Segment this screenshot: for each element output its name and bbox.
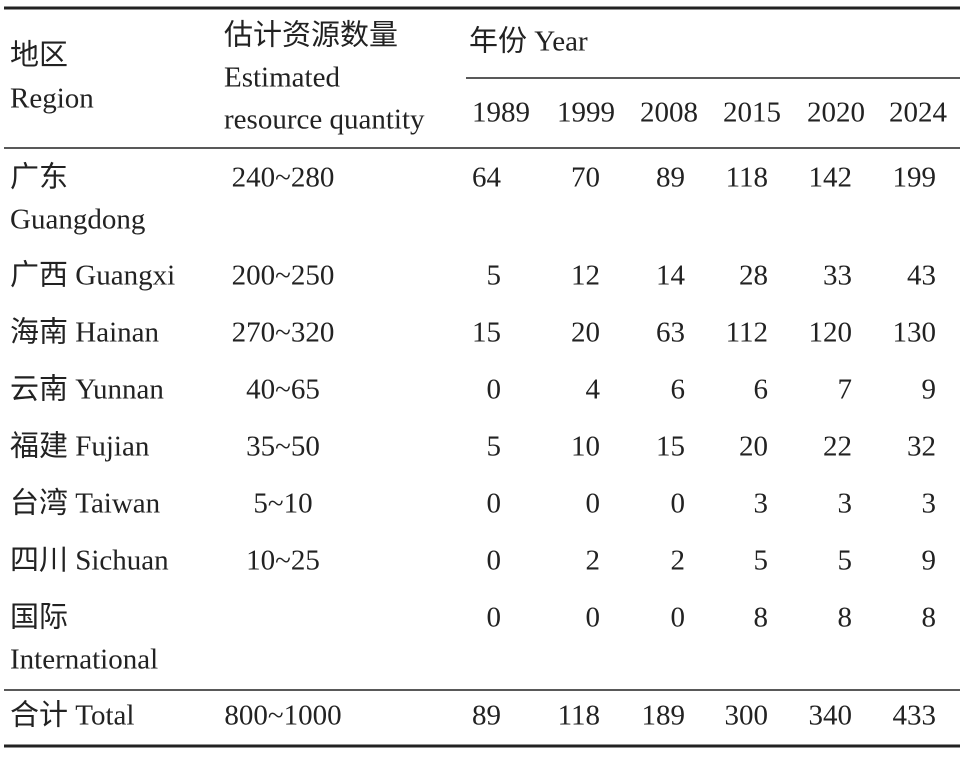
value-cell: 118: [558, 700, 600, 732]
header-year-group: 年份 Year: [469, 25, 588, 58]
region-cell: 云南 Yunnan: [10, 373, 164, 406]
value-cell: 433: [893, 700, 937, 732]
value-cell: 0: [487, 374, 502, 406]
value-cell: 112: [726, 317, 768, 349]
value-cell: 12: [571, 260, 600, 292]
value-cell: 70: [571, 162, 600, 194]
estimate-cell: 270~320: [232, 317, 335, 349]
header-estimate: resource quantity: [224, 104, 425, 136]
value-cell: 199: [893, 162, 937, 194]
value-cell: 8: [922, 602, 937, 634]
value-cell: 9: [922, 545, 937, 577]
value-cell: 22: [823, 431, 852, 463]
value-cell: 5: [754, 545, 769, 577]
estimate-cell: 40~65: [246, 374, 320, 406]
value-cell: 5: [487, 260, 502, 292]
value-cell: 10: [571, 431, 600, 463]
value-cell: 15: [656, 431, 685, 463]
region-cell: 合计 Total: [10, 699, 134, 732]
value-cell: 6: [671, 374, 686, 406]
region-cell: Guangdong: [10, 204, 145, 236]
region-cell: 台湾 Taiwan: [10, 487, 161, 520]
value-cell: 5: [487, 431, 502, 463]
value-cell: 0: [487, 488, 502, 520]
value-cell: 15: [472, 317, 501, 349]
value-cell: 120: [809, 317, 853, 349]
value-cell: 4: [586, 374, 601, 406]
estimate-cell: 10~25: [246, 545, 320, 577]
value-cell: 6: [754, 374, 769, 406]
value-cell: 32: [907, 431, 936, 463]
value-cell: 340: [809, 700, 853, 732]
region-cell: 海南 Hainan: [10, 316, 159, 349]
header-year: 2020: [807, 97, 865, 129]
value-cell: 8: [838, 602, 853, 634]
value-cell: 0: [671, 488, 686, 520]
value-cell: 89: [472, 700, 501, 732]
value-cell: 189: [642, 700, 686, 732]
value-cell: 89: [656, 162, 685, 194]
value-cell: 0: [671, 602, 686, 634]
header-year: 2008: [640, 97, 698, 129]
header-estimate: Estimated: [224, 62, 340, 94]
value-cell: 3: [922, 488, 937, 520]
value-cell: 63: [656, 317, 685, 349]
region-cell: 福建 Fujian: [10, 430, 150, 463]
value-cell: 33: [823, 260, 852, 292]
value-cell: 14: [656, 260, 686, 292]
header-year: 1999: [557, 97, 615, 129]
value-cell: 28: [739, 260, 768, 292]
estimate-cell: 5~10: [253, 488, 312, 520]
value-cell: 3: [838, 488, 853, 520]
value-cell: 0: [487, 545, 502, 577]
region-cell: 广东: [10, 161, 68, 194]
value-cell: 2: [586, 545, 601, 577]
estimate-cell: 200~250: [232, 260, 335, 292]
value-cell: 43: [907, 260, 936, 292]
value-cell: 300: [725, 700, 769, 732]
header-region: 地区: [10, 39, 68, 72]
estimate-cell: 35~50: [246, 431, 320, 463]
header-estimate: 估计资源数量: [224, 19, 398, 52]
region-cell: 四川 Sichuan: [10, 545, 169, 577]
value-cell: 3: [754, 488, 769, 520]
estimate-cell: 800~1000: [224, 700, 341, 732]
header-year: 1989: [472, 97, 530, 129]
value-cell: 7: [838, 374, 853, 406]
value-cell: 130: [893, 317, 937, 349]
value-cell: 0: [586, 602, 601, 634]
value-cell: 20: [571, 317, 600, 349]
value-cell: 118: [726, 162, 768, 194]
region-cell: International: [10, 644, 158, 676]
header-region: Region: [10, 83, 94, 115]
value-cell: 2: [671, 545, 686, 577]
header-year: 2024: [889, 97, 948, 129]
estimate-cell: 240~280: [232, 162, 335, 194]
value-cell: 0: [487, 602, 502, 634]
value-cell: 8: [754, 602, 769, 634]
region-cell: 国际: [10, 602, 68, 634]
region-cell: 广西 Guangxi: [10, 259, 175, 292]
header-year: 2015: [723, 97, 781, 129]
value-cell: 0: [586, 488, 601, 520]
value-cell: 9: [922, 374, 937, 406]
value-cell: 20: [739, 431, 768, 463]
value-cell: 5: [838, 545, 853, 577]
value-cell: 142: [809, 162, 853, 194]
value-cell: 64: [472, 162, 502, 194]
